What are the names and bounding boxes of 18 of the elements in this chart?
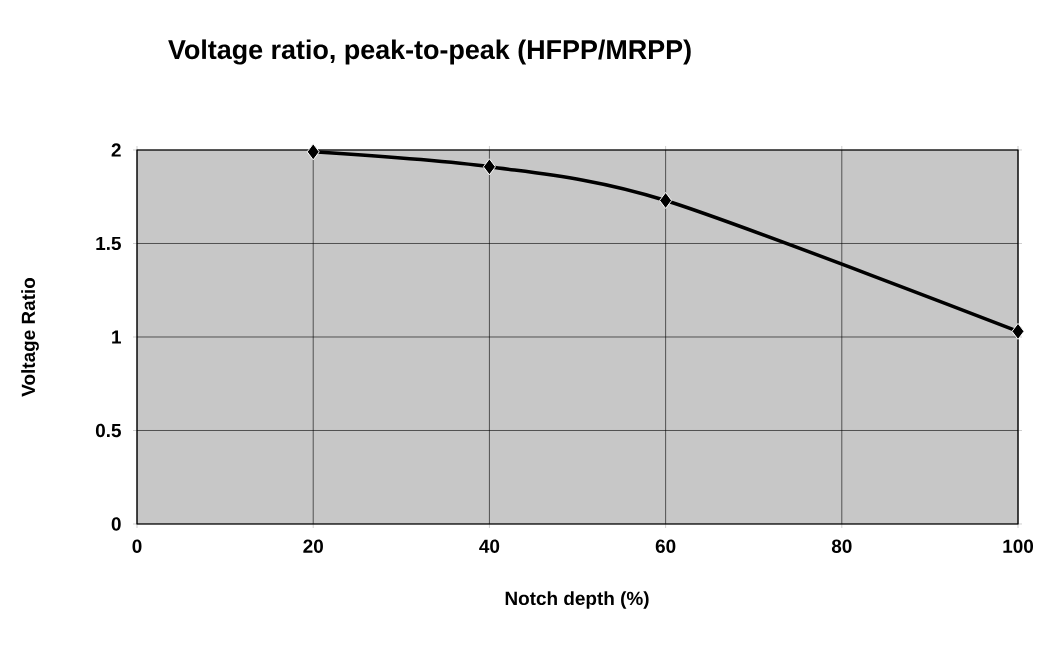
point [1011,322,1025,340]
y-tick-label: 0 [111,517,121,531]
x-tick-label: 60 [655,539,676,553]
y-axis-title: Voltage Ratio [21,277,39,397]
y-tick-label: 1 [112,330,121,344]
x-tick-label: 100 [1003,539,1034,553]
x-tick-label: 80 [831,539,852,553]
point [306,143,320,161]
x-tick-label: 0 [132,539,142,553]
chart-title: Voltage ratio, peak-to-peak (HFPP/MRPP) [168,39,691,65]
point [482,158,496,176]
point [659,191,673,209]
x-tick-label: 20 [303,539,323,553]
y-tick-label: 2 [111,143,121,157]
y-tick-label: 0.5 [95,423,121,438]
y-tick-label: 1.5 [96,236,121,251]
x-tick-label: 40 [479,539,500,553]
x-axis-title: Notch depth (%) [505,591,649,609]
